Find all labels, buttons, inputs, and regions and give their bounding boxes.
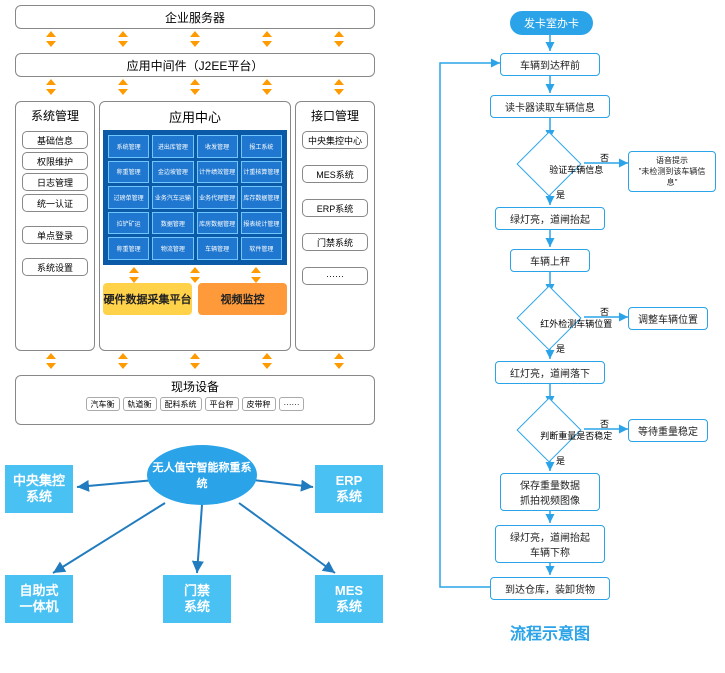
yes-label: 是 xyxy=(556,454,565,467)
iface-mgmt-header: 接口管理 xyxy=(311,107,359,124)
video-platform: 视频监控 xyxy=(198,283,287,315)
app-cell: 拉铲矿运 xyxy=(108,212,149,235)
sys-mgmt-item: 统一认证 xyxy=(22,194,88,212)
app-center-header: 应用中心 xyxy=(169,107,221,126)
equip-item: 轨道衡 xyxy=(123,397,157,411)
flow-decision-label: 判断重量是否稳定 xyxy=(531,429,621,442)
app-center-grid: 系统管理 进出库管理 收发管理 报工系统 称重管理 金边坡管理 计件绩效管理 计… xyxy=(103,130,287,265)
sys-mgmt-item: 单点登录 xyxy=(22,226,88,244)
arch-main-row: 系统管理 基础信息 权限维护 日志管理 统一认证 单点登录 系统设置 应用中心 … xyxy=(15,101,375,351)
iface-item: 中央集控中心 xyxy=(302,131,368,149)
app-cell: 车辆管理 xyxy=(197,237,238,260)
architecture-diagram: 企业服务器 应用中间件（J2EE平台） 系统管理 基础信息 权限维护 日志管理 … xyxy=(5,5,390,625)
app-cell: 报表统计管理 xyxy=(241,212,282,235)
flow-step: 绿灯亮，道闸抬起 车辆下称 xyxy=(495,525,605,563)
app-cell: 计重核算管理 xyxy=(241,161,282,184)
star-node: ERP 系统 xyxy=(315,465,383,513)
arrow-row-2 xyxy=(15,79,375,97)
app-cell: 进出库管理 xyxy=(152,135,193,158)
app-cell: 称重管理 xyxy=(108,237,149,260)
sys-mgmt-item: 系统设置 xyxy=(22,258,88,276)
flow-decision-label: 验证车辆信息 xyxy=(531,163,621,176)
flow-side-1: 语音提示 "未检测到该车辆信息" xyxy=(628,151,716,192)
yes-label: 是 xyxy=(556,342,565,355)
flow-step: 车辆到达秤前 xyxy=(500,53,600,76)
flow-step: 读卡器读取车辆信息 xyxy=(490,95,610,118)
arch-middleware: 应用中间件（J2EE平台） xyxy=(15,53,375,77)
app-cell: 计件绩效管理 xyxy=(197,161,238,184)
sys-mgmt-item: 基础信息 xyxy=(22,131,88,149)
app-cell: 系统管理 xyxy=(108,135,149,158)
arch-app-center-col: 应用中心 系统管理 进出库管理 收发管理 报工系统 称重管理 金边坡管理 计件绩… xyxy=(99,101,291,351)
field-equip-header: 现场设备 xyxy=(20,378,370,395)
app-cell: 称重管理 xyxy=(108,161,149,184)
app-cell: 过磅单管理 xyxy=(108,186,149,209)
equip-item: 平台秤 xyxy=(205,397,239,411)
flow-side-2: 调整车辆位置 xyxy=(628,307,708,330)
flowchart: 发卡室办卡 车辆到达秤前 读卡器读取车辆信息 验证车辆信息 是 否 语音提示 "… xyxy=(400,5,720,665)
app-cell: 金边坡管理 xyxy=(152,161,193,184)
iface-item: ······ xyxy=(302,267,368,285)
arch-interface-mgmt-col: 接口管理 中央集控中心 MES系统 ERP系统 门禁系统 ······ xyxy=(295,101,375,351)
equip-item: 皮带秤 xyxy=(242,397,276,411)
app-cell: 报工系统 xyxy=(241,135,282,158)
flow-step: 红灯亮，道闸落下 xyxy=(495,361,605,384)
equip-item: 汽车衡 xyxy=(86,397,120,411)
equip-item: 配料系统 xyxy=(160,397,202,411)
yes-label: 是 xyxy=(556,188,565,201)
flow-step: 到达仓库，装卸货物 xyxy=(490,577,610,600)
star-node: 中央集控 系统 xyxy=(5,465,73,513)
flow-step: 绿灯亮，道闸抬起 xyxy=(495,207,605,230)
flow-title: 流程示意图 xyxy=(510,620,590,644)
star-node: 门禁 系统 xyxy=(163,575,231,623)
no-label: 否 xyxy=(600,151,609,164)
star-center: 无人值守智能称重系统 xyxy=(147,445,257,505)
flow-side-3: 等待重量稳定 xyxy=(628,419,708,442)
app-cell: 业务代理管理 xyxy=(197,186,238,209)
arch-system-mgmt-col: 系统管理 基础信息 权限维护 日志管理 统一认证 单点登录 系统设置 xyxy=(15,101,95,351)
flow-step: 保存重量数据 抓拍视频图像 xyxy=(500,473,600,511)
flow-decision-label: 红外检测车辆位置 xyxy=(531,317,621,330)
app-cell: 库房数据管理 xyxy=(197,212,238,235)
sys-mgmt-header: 系统管理 xyxy=(31,107,79,124)
app-cell: 软件管理 xyxy=(241,237,282,260)
iface-item: ERP系统 xyxy=(302,199,368,217)
app-cell: 收发管理 xyxy=(197,135,238,158)
iface-item: MES系统 xyxy=(302,165,368,183)
star-diagram: 无人值守智能称重系统 中央集控 系统 ERP 系统 自助式 一体机 门禁 系统 … xyxy=(5,435,390,635)
no-label: 否 xyxy=(600,305,609,318)
app-cell: 库存数据管理 xyxy=(241,186,282,209)
app-cell: 物流管理 xyxy=(152,237,193,260)
sys-mgmt-item: 权限维护 xyxy=(22,152,88,170)
arrow-row-3 xyxy=(15,353,375,371)
app-cell: 数据管理 xyxy=(152,212,193,235)
star-node: 自助式 一体机 xyxy=(5,575,73,623)
equip-item: ······ xyxy=(279,397,305,411)
arch-field-equipment: 现场设备 汽车衡 轨道衡 配料系统 平台秤 皮带秤 ······ xyxy=(15,375,375,425)
flow-start: 发卡室办卡 xyxy=(510,11,593,35)
arch-enterprise-server: 企业服务器 xyxy=(15,5,375,29)
hw-platform: 硬件数据采集平台 xyxy=(103,283,192,315)
flow-step: 车辆上秤 xyxy=(510,249,590,272)
star-node: MES 系统 xyxy=(315,575,383,623)
platform-row: 硬件数据采集平台 视频监控 xyxy=(103,283,287,315)
arrow-row-1 xyxy=(15,31,375,49)
sys-mgmt-item: 日志管理 xyxy=(22,173,88,191)
iface-item: 门禁系统 xyxy=(302,233,368,251)
no-label: 否 xyxy=(600,417,609,430)
app-cell: 业务汽车运输 xyxy=(152,186,193,209)
